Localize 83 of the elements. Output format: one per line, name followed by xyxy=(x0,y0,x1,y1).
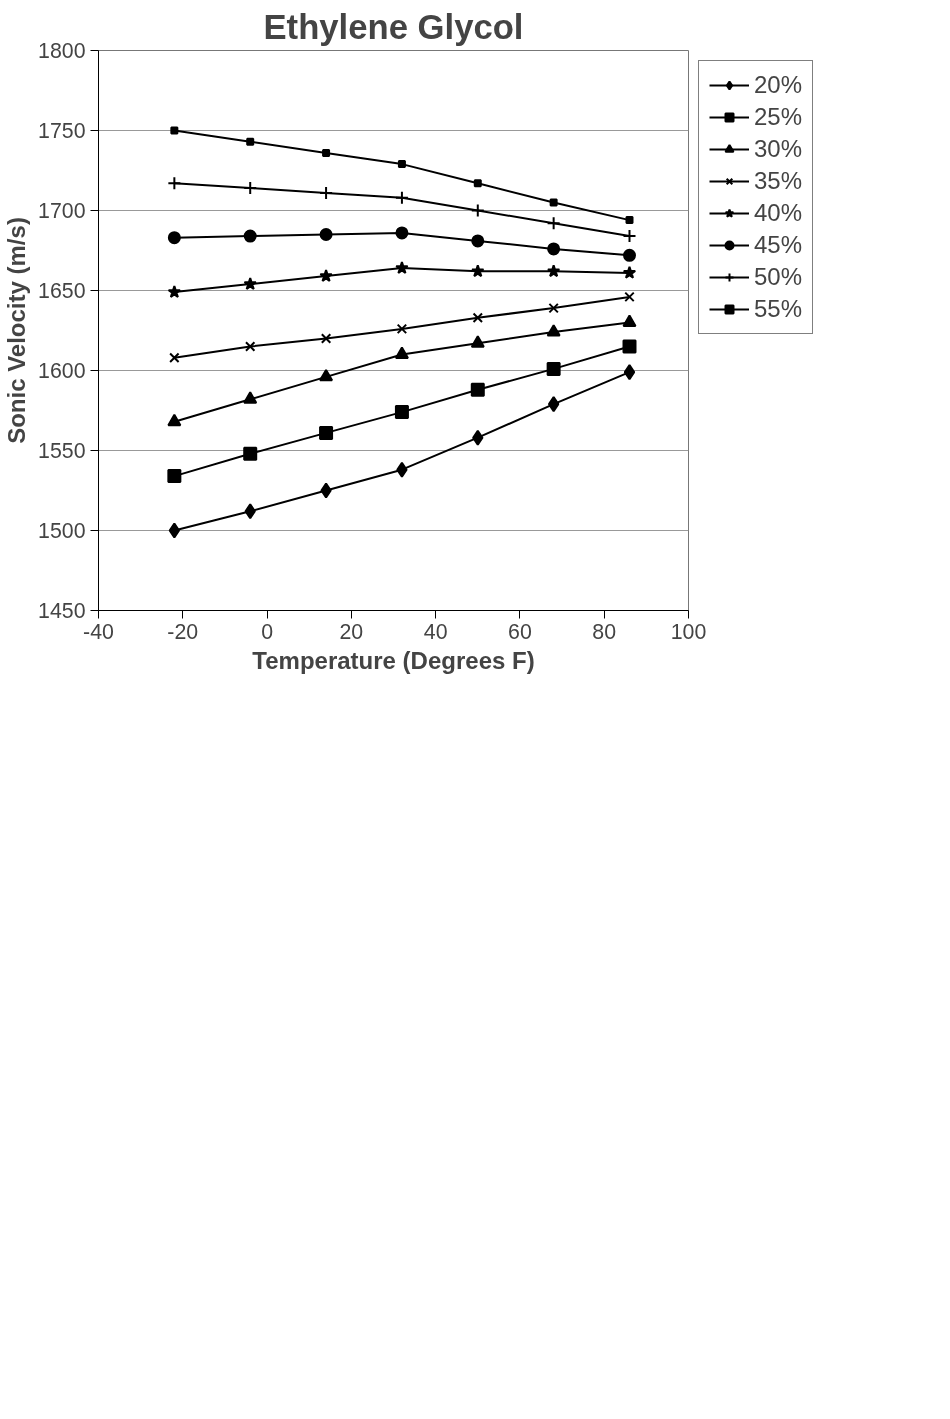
point xyxy=(622,229,637,244)
legend-label: 50% xyxy=(754,263,803,291)
point xyxy=(397,160,406,169)
legend-label: 55% xyxy=(754,295,803,323)
legend-label: 20% xyxy=(754,71,803,99)
point xyxy=(319,269,333,282)
point xyxy=(473,179,482,188)
y-tick-label: 1500 xyxy=(38,519,86,543)
x-tick-label: -40 xyxy=(83,619,115,644)
y-tick-label: 1550 xyxy=(38,439,86,463)
point xyxy=(394,405,409,420)
point xyxy=(471,264,485,278)
y-tick-label: 1600 xyxy=(38,359,86,383)
point xyxy=(322,148,331,157)
point xyxy=(244,503,256,520)
point xyxy=(548,302,559,314)
chart-title: Ethylene Glycol xyxy=(263,7,524,46)
point xyxy=(547,242,561,256)
point xyxy=(394,190,409,205)
x-tick-label: 20 xyxy=(339,619,364,644)
point xyxy=(243,446,258,461)
point xyxy=(622,265,637,279)
legend-label: 45% xyxy=(754,231,803,259)
point xyxy=(546,324,561,337)
point xyxy=(243,229,257,243)
x-tick-label: 80 xyxy=(592,619,617,644)
point xyxy=(625,216,634,225)
point xyxy=(546,264,561,278)
point xyxy=(319,425,334,440)
point xyxy=(549,198,558,207)
y-tick-label: 1800 xyxy=(38,39,86,63)
legend-label: 40% xyxy=(754,199,803,227)
point xyxy=(167,231,181,245)
legend-label: 25% xyxy=(754,103,803,131)
y-tick-label: 1450 xyxy=(38,599,86,623)
point xyxy=(167,413,182,427)
point xyxy=(167,285,182,298)
point xyxy=(623,364,636,381)
point xyxy=(546,361,561,376)
point xyxy=(319,228,333,241)
x-tick-label: 40 xyxy=(423,619,448,644)
point xyxy=(471,234,485,248)
point xyxy=(320,482,332,499)
point xyxy=(319,368,334,382)
legend-label: 30% xyxy=(754,135,803,163)
legend-label: 35% xyxy=(754,167,803,195)
point xyxy=(243,391,258,404)
x-tick-label: -20 xyxy=(167,619,199,644)
point xyxy=(319,185,334,200)
point xyxy=(623,248,636,262)
point xyxy=(394,346,409,359)
point xyxy=(243,181,258,196)
point xyxy=(470,335,485,348)
point xyxy=(246,137,255,146)
x-tick-label: 60 xyxy=(508,619,532,644)
point xyxy=(472,312,484,323)
point xyxy=(395,261,409,274)
point xyxy=(169,352,180,363)
y-tick-label: 1700 xyxy=(38,199,86,223)
point xyxy=(167,176,182,191)
point xyxy=(243,277,257,290)
y-tick-label: 1750 xyxy=(38,119,86,143)
x-axis-title: Temperature (Degrees F) xyxy=(252,646,535,674)
point xyxy=(167,469,182,484)
point xyxy=(396,323,408,335)
point xyxy=(244,341,256,352)
point xyxy=(470,203,485,218)
point xyxy=(396,461,408,478)
y-axis-title: Sonic Velocity (m/s) xyxy=(3,217,31,444)
point xyxy=(170,126,179,135)
point xyxy=(622,314,637,327)
point xyxy=(622,339,637,354)
point xyxy=(547,396,560,413)
y-tick-label: 1650 xyxy=(38,279,86,303)
point xyxy=(168,522,181,539)
point xyxy=(472,429,484,446)
x-tick-label: 100 xyxy=(670,619,707,644)
point xyxy=(546,216,561,231)
x-tick-label: 0 xyxy=(261,619,274,644)
point xyxy=(320,333,332,344)
point xyxy=(470,382,485,397)
point xyxy=(624,291,635,303)
point xyxy=(395,226,409,240)
